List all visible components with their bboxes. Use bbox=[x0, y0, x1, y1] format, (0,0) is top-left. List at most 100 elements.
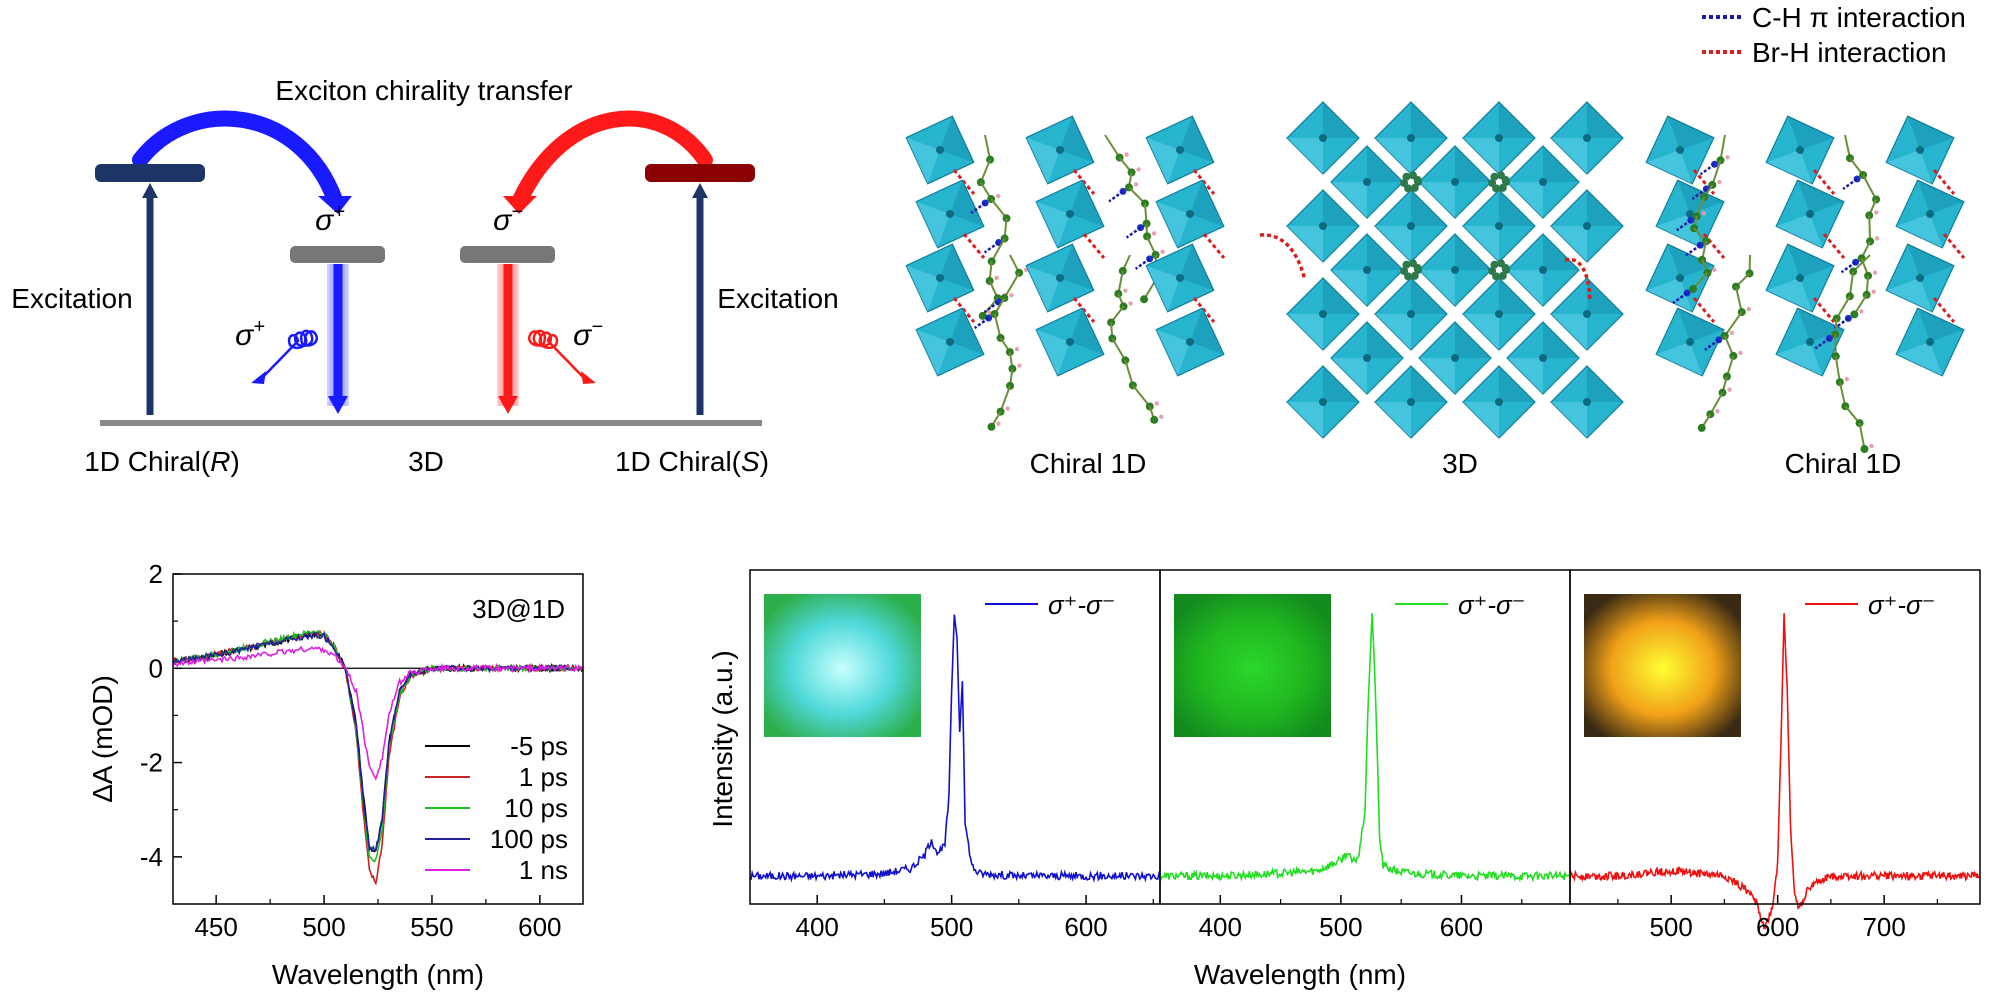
left-chain-octahedron bbox=[1035, 179, 1105, 249]
3d-octahedron bbox=[1330, 321, 1404, 395]
right-chain-organic-cation bbox=[1833, 134, 1881, 330]
right-chain-br-h-bond bbox=[1822, 233, 1846, 259]
right-chain-br-h-bond bbox=[1942, 233, 1966, 259]
chiral-1d-chain-left bbox=[905, 115, 1226, 431]
right-chain-organic-cation bbox=[1697, 254, 1754, 432]
left-chain-octahedron bbox=[1145, 243, 1215, 313]
cpl-panel-1: σ⁺-σ⁻ 400 500 600 bbox=[749, 569, 1161, 942]
left-chain-br-h-bond bbox=[962, 233, 986, 259]
3d-octahedron bbox=[1374, 365, 1448, 439]
br-h-bridges bbox=[1259, 233, 1592, 301]
cpl-x-tick-label: 400 bbox=[796, 912, 839, 942]
3d-octahedron bbox=[1506, 321, 1580, 395]
level-r-excited bbox=[95, 164, 205, 182]
3d-octahedron bbox=[1550, 277, 1624, 351]
right-chain-octahedron bbox=[1895, 307, 1965, 377]
structure-legend: C-H π interaction Br-H interaction bbox=[1702, 2, 1966, 68]
3d-octahedron bbox=[1286, 101, 1360, 175]
left-chain-br-h-bond bbox=[1072, 169, 1096, 195]
cpl-panel-3: σ⁺-σ⁻ 500 600 700 bbox=[1569, 569, 1981, 942]
ta-x-tick-label: 450 bbox=[194, 912, 237, 942]
ta-annotation: 3D@1D bbox=[472, 594, 565, 624]
cpl-x-tick-label: 600 bbox=[1064, 912, 1107, 942]
right-chain-octahedron bbox=[1765, 243, 1835, 313]
3d-octahedron bbox=[1374, 189, 1448, 263]
cpl-spectrum-line bbox=[1159, 613, 1571, 883]
3d-cation-cluster bbox=[1400, 171, 1422, 193]
left-chain-octahedron bbox=[1145, 115, 1215, 185]
structure-label-chiral-right: Chiral 1D bbox=[1785, 448, 1902, 479]
cpl-emission-photo bbox=[764, 594, 921, 737]
left-chain-octahedron bbox=[1025, 115, 1095, 185]
right-chain-octahedron bbox=[1645, 115, 1715, 185]
3d-octahedron bbox=[1286, 189, 1360, 263]
3d-octahedron bbox=[1418, 145, 1492, 219]
3d-octahedron bbox=[1462, 189, 1536, 263]
right-chain-br-h-bond bbox=[1692, 169, 1716, 195]
left-chain-octahedron bbox=[1025, 243, 1095, 313]
circular-polarization-red-head bbox=[581, 371, 596, 384]
cpl-emission-photo bbox=[1584, 594, 1741, 737]
legend-br-h-label: Br-H interaction bbox=[1752, 37, 1947, 68]
left-chain-br-h-bond bbox=[1192, 169, 1216, 195]
ta-y-tick-label: 2 bbox=[149, 559, 163, 589]
cpl-spectrum-line bbox=[1569, 613, 1981, 930]
3d-octahedron bbox=[1286, 277, 1360, 351]
3d-octahedron bbox=[1286, 365, 1360, 439]
3d-framework bbox=[1286, 101, 1624, 439]
3d-cation-cluster bbox=[1400, 259, 1422, 281]
cpl-spectrum-line bbox=[749, 614, 1161, 883]
circular-polarization-blue-head bbox=[251, 371, 266, 384]
right-chain-octahedron bbox=[1655, 307, 1725, 377]
ta-legend-label: 1 ps bbox=[519, 762, 568, 792]
right-chain-br-h-bond bbox=[1692, 297, 1716, 323]
3d-octahedron bbox=[1374, 101, 1448, 175]
cpl-legend-label: σ⁺-σ⁻ bbox=[1458, 590, 1525, 620]
right-chain-br-h-bond bbox=[1932, 169, 1956, 195]
cpl-panel-frame bbox=[1569, 569, 1981, 905]
ta-legend-label: 100 ps bbox=[490, 824, 568, 854]
ta-axes: 450 500 550 600 2 0 -2 -4 bbox=[140, 559, 562, 942]
cpl-x-tick-label: 600 bbox=[1756, 912, 1799, 942]
3d-octahedron bbox=[1330, 233, 1404, 307]
3d-octahedron bbox=[1418, 233, 1492, 307]
ta-legend-label: 1 ns bbox=[519, 855, 568, 885]
3d-octahedron bbox=[1330, 145, 1404, 219]
left-chain-br-h-bond bbox=[1192, 297, 1216, 323]
left-chain-br-h-bond bbox=[1082, 233, 1106, 259]
3d-octahedron bbox=[1550, 101, 1624, 175]
ta-y-tick-label: -2 bbox=[140, 748, 163, 778]
circular-polarization-blue-icon bbox=[261, 329, 319, 379]
chiral-1d-chain-right bbox=[1645, 115, 1966, 453]
left-chain-octahedron bbox=[905, 243, 975, 313]
3d-cation-cluster bbox=[1488, 171, 1510, 193]
3d-octahedron bbox=[1418, 321, 1492, 395]
label-3d: 3D bbox=[408, 446, 444, 477]
left-chain-organic-cation bbox=[1107, 254, 1164, 424]
cpl-chart: σ⁺-σ⁻ 400 500 600 σ⁺-σ⁻ 400 500 600 σ⁺-σ⁻ 500 600 7… bbox=[707, 569, 1981, 990]
left-chain-br-h-bond bbox=[952, 297, 976, 323]
right-chain-organic-cation bbox=[1672, 134, 1730, 305]
ta-x-axis-title: Wavelength (nm) bbox=[272, 959, 484, 990]
level-3d-sigma-plus bbox=[290, 246, 385, 263]
chirality-arrow-blue-head bbox=[318, 196, 352, 214]
ta-y-tick-label: -4 bbox=[140, 842, 163, 872]
ta-x-tick-label: 500 bbox=[302, 912, 345, 942]
3d-octahedron bbox=[1506, 145, 1580, 219]
ta-plot-area bbox=[172, 629, 584, 886]
chirality-arrow-blue bbox=[132, 110, 343, 208]
label-1d-chiral-r: 1D Chiral(R) bbox=[84, 446, 240, 477]
sigma-minus-emission-label: σ− bbox=[573, 316, 603, 352]
3d-cation-cluster bbox=[1488, 259, 1510, 281]
sigma-plus-emission-label: σ+ bbox=[235, 316, 265, 352]
right-chain-octahedron bbox=[1645, 243, 1715, 313]
ta-x-tick-label: 550 bbox=[410, 912, 453, 942]
right-chain-octahedron bbox=[1775, 179, 1845, 249]
right-chain-octahedron bbox=[1775, 307, 1845, 377]
cpl-legend-label: σ⁺-σ⁻ bbox=[1868, 590, 1935, 620]
excitation-arrowhead-right bbox=[692, 183, 708, 198]
right-chain-octahedron bbox=[1885, 115, 1955, 185]
cpl-y-axis-title: Intensity (a.u.) bbox=[707, 650, 738, 827]
